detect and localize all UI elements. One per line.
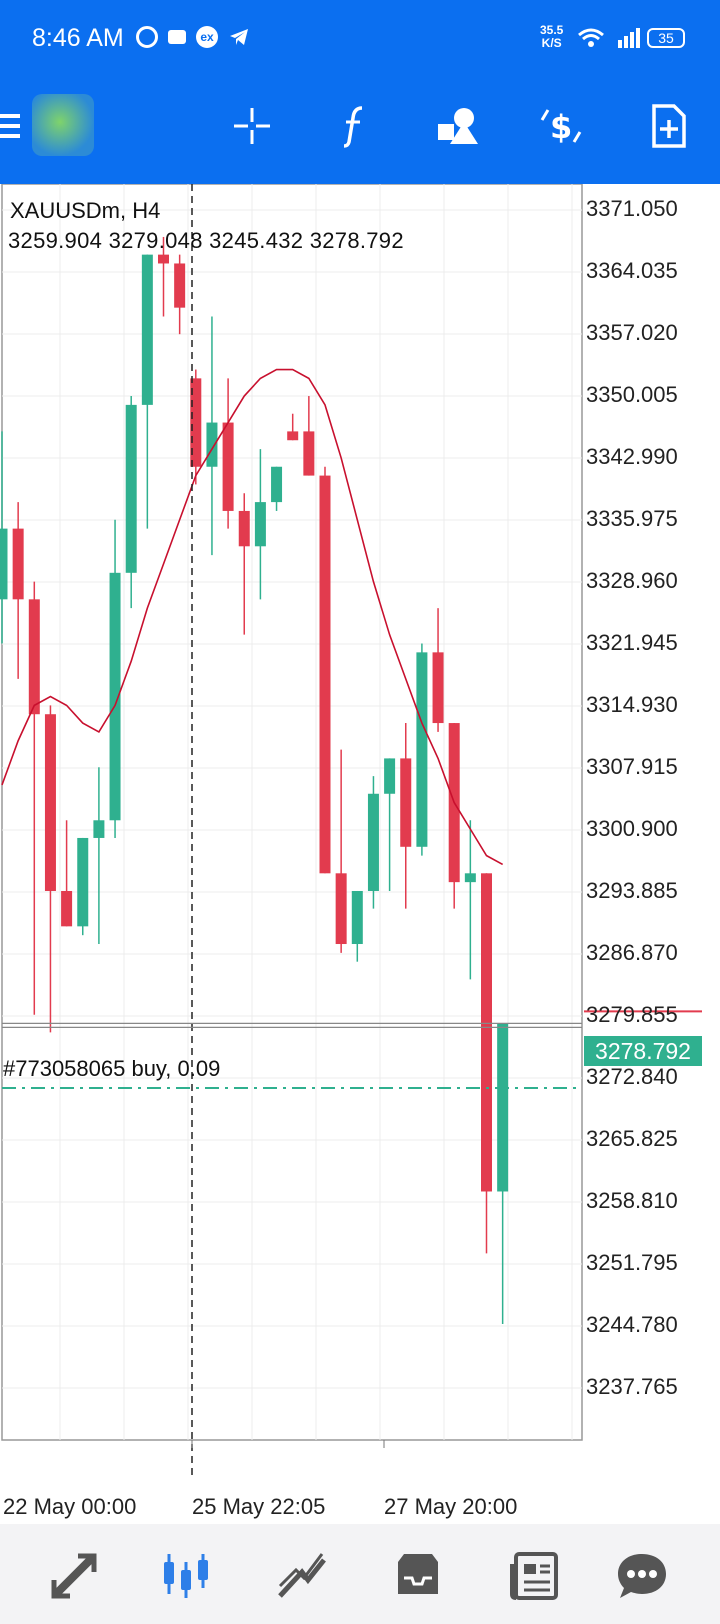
exness-icon: ex bbox=[196, 26, 218, 48]
whatsapp-icon bbox=[136, 26, 158, 48]
top-app-bar: 8:46 AM ex 35.5 K/S 35 $ bbox=[0, 0, 720, 184]
price-tick: 3307.915 bbox=[586, 754, 678, 779]
plot-area bbox=[1, 184, 583, 1441]
price-tick: 3272.840 bbox=[586, 1064, 678, 1089]
candle-body bbox=[238, 510, 250, 547]
price-tick: 3265.825 bbox=[586, 1126, 678, 1151]
candle-body bbox=[351, 890, 363, 945]
price-tick: 3350.005 bbox=[586, 382, 678, 407]
price-tick: 3342.990 bbox=[586, 444, 678, 469]
candle-body bbox=[158, 254, 169, 264]
chart-toolbar: $ bbox=[0, 92, 720, 162]
candle-body bbox=[77, 837, 89, 927]
candle-body bbox=[287, 431, 299, 441]
price-tick: 3314.930 bbox=[586, 692, 678, 717]
current-price-tag: 3278.792 bbox=[584, 1036, 702, 1066]
price-tick: 3371.050 bbox=[586, 196, 678, 221]
price-tick: 3321.945 bbox=[586, 630, 678, 655]
chart-canvas[interactable] bbox=[0, 184, 720, 1524]
candle-body bbox=[464, 873, 476, 883]
candle-body bbox=[303, 431, 315, 476]
time-tick: 27 May 20:00 bbox=[384, 1494, 518, 1519]
menu-icon[interactable] bbox=[0, 114, 20, 140]
status-time: 8:46 AM bbox=[32, 24, 124, 52]
candle-body bbox=[497, 1023, 509, 1192]
price-tick: 3357.020 bbox=[586, 320, 678, 345]
candle-body bbox=[125, 404, 137, 573]
candle-body bbox=[254, 502, 266, 547]
messages-icon[interactable] bbox=[616, 1550, 668, 1602]
price-tick: 3293.885 bbox=[586, 878, 678, 903]
time-tick: 25 May 22:05 bbox=[192, 1494, 326, 1519]
price-tick: 3237.765 bbox=[586, 1374, 678, 1399]
net-speed: 35.5 K/S bbox=[540, 23, 564, 50]
candle-body bbox=[109, 572, 121, 821]
candle-body bbox=[416, 652, 428, 847]
price-tick: 3251.795 bbox=[586, 1250, 678, 1275]
candle-body bbox=[335, 873, 347, 945]
ohlc-label: 3259.904 3279.048 3245.432 3278.792 bbox=[8, 228, 404, 253]
candle-body bbox=[12, 528, 24, 600]
svg-text:$: $ bbox=[550, 108, 572, 146]
time-tick: 22 May 00:00 bbox=[3, 1494, 137, 1519]
indicators-icon[interactable] bbox=[332, 102, 380, 150]
candle-body bbox=[0, 528, 8, 600]
candle-body bbox=[432, 652, 444, 724]
candle-body bbox=[319, 475, 331, 874]
price-tick: 3258.810 bbox=[586, 1188, 678, 1213]
trade-icon[interactable] bbox=[276, 1550, 328, 1602]
candle-body bbox=[61, 890, 73, 927]
price-tick: 3364.035 bbox=[586, 258, 678, 283]
candle-body bbox=[222, 422, 234, 511]
price-chart[interactable]: XAUUSDm, H4 3259.904 3279.048 3245.432 3… bbox=[0, 184, 720, 1524]
notification-icons: ex bbox=[136, 26, 250, 48]
candle-body bbox=[44, 714, 56, 891]
objects-icon[interactable] bbox=[434, 102, 482, 150]
quotes-icon[interactable] bbox=[48, 1550, 100, 1602]
candle-body bbox=[271, 466, 283, 503]
price-tick: 3279.855 bbox=[586, 1002, 678, 1027]
order-line-label[interactable]: #773058065 buy, 0.09 bbox=[3, 1056, 221, 1081]
signal-icon bbox=[616, 26, 642, 48]
chart-icon[interactable] bbox=[160, 1550, 212, 1602]
candle-body bbox=[384, 758, 396, 794]
metatrader-logo[interactable] bbox=[32, 94, 94, 156]
candle-body bbox=[367, 793, 379, 891]
price-tick: 3335.975 bbox=[586, 506, 678, 531]
dollar-settings-icon[interactable]: $ bbox=[536, 102, 584, 150]
moving-average-line bbox=[1, 368, 504, 866]
candle-body bbox=[28, 599, 40, 715]
price-tick: 3300.900 bbox=[586, 816, 678, 841]
candle-body bbox=[206, 422, 218, 467]
news-icon[interactable] bbox=[508, 1550, 560, 1602]
crosshair-icon[interactable] bbox=[228, 102, 276, 150]
candle-body bbox=[400, 758, 412, 847]
candle-body bbox=[93, 820, 105, 838]
telegram-icon bbox=[228, 26, 250, 48]
battery-icon: 35 bbox=[647, 28, 685, 48]
bottom-navigation bbox=[0, 1524, 720, 1624]
wifi-icon bbox=[578, 28, 604, 48]
candle-body bbox=[481, 873, 492, 1192]
new-order-icon[interactable] bbox=[644, 102, 692, 150]
price-tick: 3244.780 bbox=[586, 1312, 678, 1337]
price-tick: 3328.960 bbox=[586, 568, 678, 593]
candle-body bbox=[190, 378, 202, 467]
candle-body bbox=[141, 254, 153, 405]
history-icon[interactable] bbox=[392, 1550, 444, 1602]
price-tick: 3286.870 bbox=[586, 940, 678, 965]
symbol-timeframe-label: XAUUSDm, H4 bbox=[10, 198, 161, 223]
candle-body bbox=[174, 263, 186, 308]
camera-icon bbox=[168, 30, 186, 44]
